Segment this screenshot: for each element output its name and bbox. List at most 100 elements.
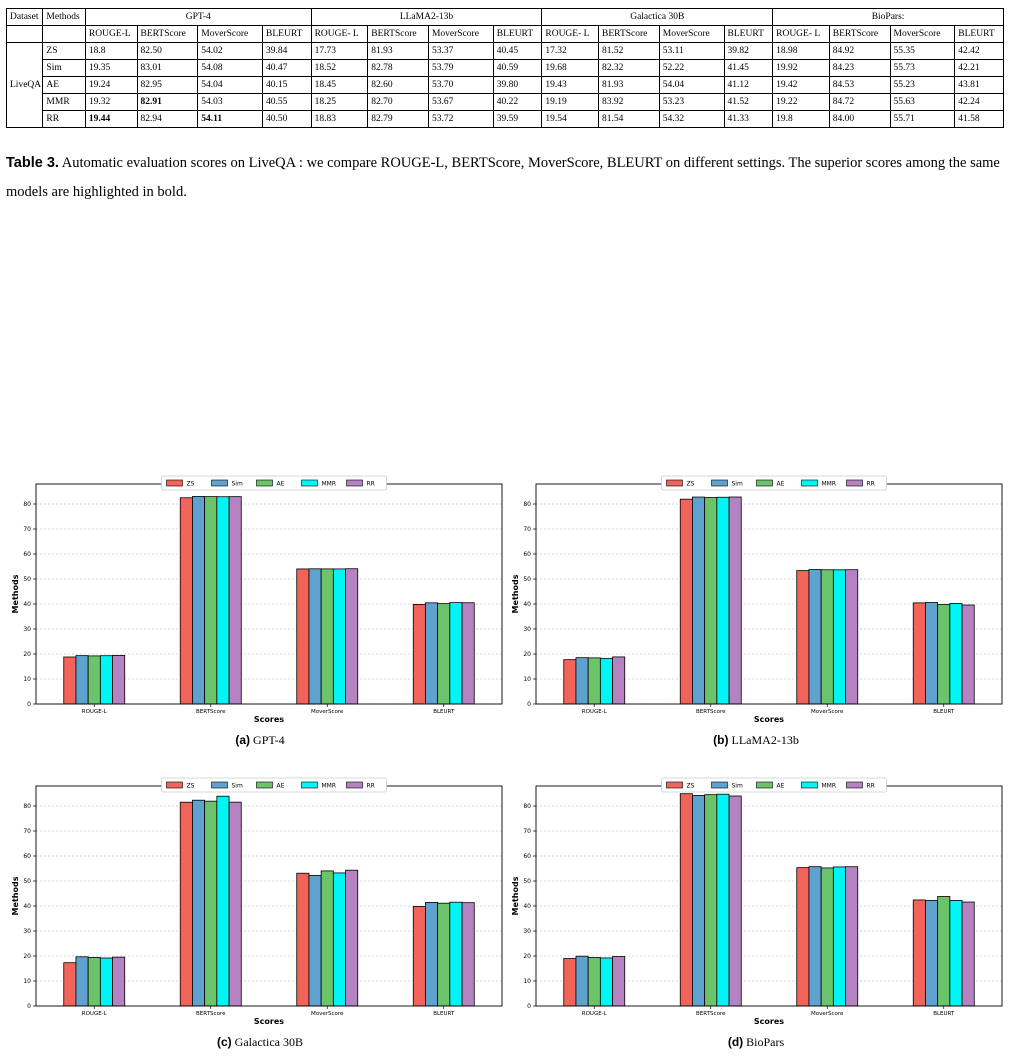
bar-zs-bleurt	[912, 899, 926, 1007]
bar-ae-bleurt	[937, 604, 951, 705]
header-metric: BERTScore	[367, 25, 429, 43]
dataset-cell: LiveQA	[5, 42, 44, 128]
y-tick-label: 10	[23, 676, 31, 683]
score-cell: 81.93	[367, 42, 429, 60]
bar-sim-rouge-l	[575, 657, 589, 705]
bar-ae-rouge-l	[587, 957, 601, 1007]
bar-sim-bertscore	[692, 496, 706, 705]
y-tick-label: 80	[23, 803, 31, 810]
score-cell: 83.01	[136, 59, 199, 77]
chart-biopars-svg: 0 10 20 30 40 50 60 70 80 ROUGE-L BERTScore MoverSc…	[511, 777, 1003, 1026]
y-tick-label: 40	[23, 601, 31, 608]
chart-llama: 0 10 20 30 40 50 60 70 80 ROUGE-L BERTScore MoverSc…	[506, 474, 1006, 724]
legend-label-zs: ZS	[687, 481, 695, 488]
y-tick-label: 60	[523, 853, 531, 860]
x-axis-label: Scores	[254, 715, 284, 724]
score-cell: 82.79	[367, 110, 429, 128]
bar-sim-rouge-l	[75, 655, 89, 705]
bar-mmr-moverscore	[332, 872, 346, 1007]
x-tick-label: BLEURT	[933, 1011, 955, 1017]
bar-mmr-rouge-l	[99, 655, 113, 705]
y-tick-label: 80	[523, 501, 531, 508]
x-tick-label: BLEURT	[933, 709, 955, 715]
legend-label-zs: ZS	[687, 783, 695, 790]
bar-rr-bertscore	[228, 496, 242, 705]
score-cell: 41.33	[723, 110, 774, 128]
y-axis-label: Methods	[511, 876, 520, 915]
y-tick-label: 30	[523, 626, 531, 633]
legend-label-rr: RR	[367, 481, 375, 488]
header-metric: ROUGE- L	[541, 25, 600, 43]
table-caption-text: Automatic evaluation scores on LiveQA : …	[6, 155, 1000, 200]
y-tick-label: 60	[23, 853, 31, 860]
table-subheader-row: ROUGE-L BERTScore MoverScore BLEURT ROUGE- L…	[5, 25, 1004, 43]
bar-mmr-bertscore	[716, 793, 730, 1007]
bar-rr-moverscore	[845, 866, 859, 1007]
score-cell: 19.24	[84, 76, 138, 94]
bar-zs-rouge-l	[563, 659, 577, 705]
header-metric: MoverScore	[658, 25, 725, 43]
bar-mmr-bleurt	[949, 900, 963, 1007]
y-tick-label: 50	[23, 878, 31, 885]
x-tick-label: MoverScore	[811, 709, 844, 715]
bar-rr-bertscore	[728, 795, 742, 1007]
method-cell: RR	[42, 110, 86, 128]
score-cell: 19.54	[541, 110, 600, 128]
chart-galactica-svg: 0 10 20 30 40 50 60 70 80 ROUGE-L BERTScore MoverSc…	[11, 777, 503, 1026]
header-metric: ROUGE-L	[84, 25, 138, 43]
bar-zs-bleurt	[912, 602, 926, 705]
score-cell: 54.32	[658, 110, 725, 128]
table-row: AE 19.24 82.95 54.04 40.15 18.45 82.60 53.70 39.…	[7, 76, 1004, 94]
score-cell: 17.32	[541, 42, 600, 60]
score-cell: 42.21	[954, 59, 1004, 77]
bar-sim-bleurt	[925, 900, 939, 1007]
y-axis-label: Methods	[511, 574, 520, 613]
legend	[661, 777, 887, 793]
score-cell: 40.55	[262, 93, 312, 111]
score-cell: 41.52	[723, 93, 774, 111]
x-axis-label: Scores	[754, 715, 784, 724]
bar-rr-bleurt	[961, 901, 975, 1007]
bar-rr-moverscore	[845, 569, 859, 705]
header-metric: BLEURT	[492, 25, 543, 43]
y-tick-label: 0	[27, 701, 31, 708]
bar-zs-bertscore	[179, 497, 193, 705]
y-tick-label: 10	[523, 978, 531, 985]
score-cell: 39.84	[262, 42, 312, 60]
header-metric: MoverScore	[197, 25, 264, 43]
x-tick-label: BLEURT	[433, 709, 455, 715]
caption-gpt4-text: GPT-4	[250, 733, 285, 747]
y-tick-label: 10	[23, 978, 31, 985]
caption-llama: (b) LLaMA2-13b	[506, 733, 1006, 748]
bar-rr-bertscore	[228, 801, 242, 1007]
bar-zs-bertscore	[679, 498, 693, 705]
caption-biopars: (d) BioPars	[506, 1035, 1006, 1050]
score-cell: 54.08	[197, 59, 264, 77]
legend-swatch-rr	[346, 479, 363, 487]
score-cell: 19.44	[84, 110, 138, 128]
legend-swatch-zs	[666, 479, 683, 487]
legend-label-sim: Sim	[232, 481, 243, 488]
score-cell: 81.93	[598, 76, 660, 94]
legend-swatch-zs	[166, 781, 183, 789]
score-cell: 54.04	[658, 76, 725, 94]
score-cell: 18.83	[310, 110, 369, 128]
legend-label-ae: AE	[777, 481, 785, 488]
bar-sim-bertscore	[192, 496, 206, 705]
score-cell: 41.12	[723, 76, 774, 94]
score-cell: 82.50	[136, 42, 199, 60]
header-methods: Methods	[42, 8, 86, 26]
score-cell: 54.03	[197, 93, 264, 111]
bar-sim-bleurt	[425, 602, 439, 705]
x-tick-label: MoverScore	[311, 709, 344, 715]
x-axis-label: Scores	[254, 1017, 284, 1026]
results-table: Dataset Methods GPT-4 LLaMA2-13b Galactica 3…	[5, 8, 1004, 128]
score-cell: 18.52	[310, 59, 369, 77]
bar-ae-bertscore	[204, 800, 218, 1007]
y-tick-label: 20	[23, 651, 31, 658]
bar-mmr-bertscore	[716, 496, 730, 705]
bar-ae-rouge-l	[87, 655, 101, 705]
score-cell: 40.59	[492, 59, 543, 77]
bar-rr-bertscore	[728, 496, 742, 705]
table-row: Sim 19.35 83.01 54.08 40.47 18.52 82.78 53.79 40…	[7, 59, 1004, 77]
